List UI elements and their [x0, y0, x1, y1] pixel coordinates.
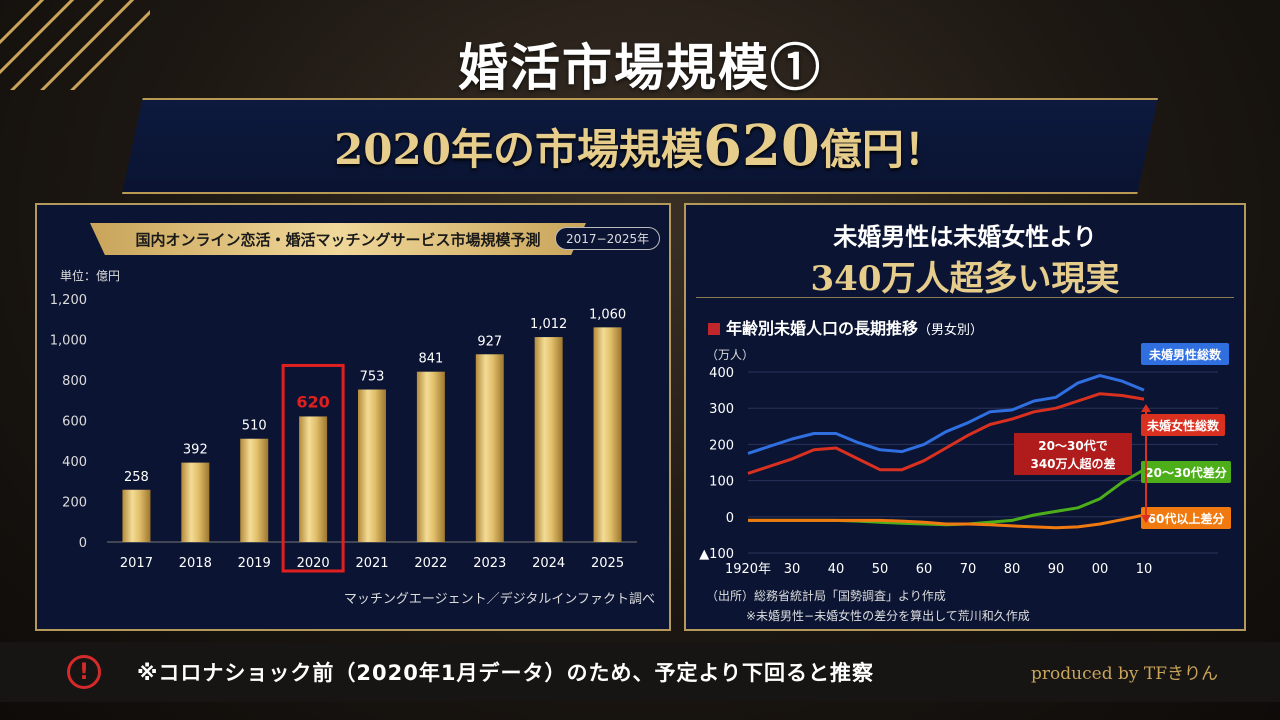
line-chart-title: 年齢別未婚人口の長期推移（男女別）: [708, 315, 983, 339]
x-tick-label: 70: [960, 562, 977, 577]
bar-2018: [181, 462, 210, 542]
bar-value-label: 510: [242, 419, 267, 434]
bottom-note-bar: ! ※コロナショック前（2020年1月データ）のため、予定より下回ると推察 pr…: [0, 642, 1280, 702]
y-tick-label: 1,000: [50, 334, 87, 349]
x-tick-label: 50: [872, 562, 889, 577]
y-tick-label: 800: [62, 374, 87, 389]
x-tick-label: 2024: [532, 556, 565, 571]
annotation-line2: 340万人超の差: [1030, 456, 1115, 471]
covid-note: ※コロナショック前（2020年1月データ）のため、予定より下回ると推察: [137, 661, 875, 685]
x-tick-label: 2021: [355, 556, 388, 571]
series-line-3: [748, 513, 1145, 530]
x-tick-label: 2019: [238, 556, 271, 571]
y-tick-label: ▲100: [699, 547, 734, 562]
unmarried-line-chart: ▲100 0 100 200 300 400 1920年 30 40 50 60 70 80 90 00 10…: [699, 343, 1231, 577]
legend-label: 未婚男性総数: [1148, 347, 1222, 362]
headline-line2: 340万人超多い現実: [810, 259, 1120, 299]
x-tick-label: 90: [1048, 562, 1065, 577]
market-bar-chart: 0 200 400 600 800 1,000 1,200 258 2017 392 2018 510…: [50, 293, 637, 573]
highlight-box: [281, 363, 345, 573]
x-tick-label: 30: [784, 562, 801, 577]
page-title: 婚活市場規模①: [458, 38, 822, 97]
arrow-head-top: [1141, 404, 1151, 412]
series-line-1: [747, 392, 1145, 475]
unmarried-population-panel: 未婚男性は未婚女性より 340万人超多い現実 年齢別未婚人口の長期推移（男女別）…: [684, 203, 1246, 631]
market-size-panel: 国内オンライン恋活・婚活マッチングサービス市場規模予測 2017−2025年 単…: [35, 203, 671, 631]
y-tick-label: 400: [709, 366, 734, 381]
x-tick-label: 2018: [179, 556, 212, 571]
y-tick-label: 1,200: [50, 293, 87, 308]
bar-value-label: 1,060: [589, 307, 626, 322]
legend-box-2: [1141, 461, 1231, 483]
y-tick-label: 300: [709, 402, 734, 417]
banner-year-text: 2020年の市場規模: [334, 124, 703, 174]
source-note-2: ※未婚男性−未婚女性の差分を算出して荒川和久作成: [746, 609, 1030, 623]
credit: produced by TFきりん: [1031, 664, 1218, 684]
legend-box-1: [1141, 414, 1225, 436]
legend-label: 20〜30代差分: [1145, 465, 1226, 480]
banner-value: 620: [702, 113, 820, 179]
bar-2022: [416, 371, 445, 542]
unit-label: （万人）: [706, 348, 755, 362]
series-line-0: [747, 374, 1145, 455]
bar-2017: [122, 489, 151, 542]
x-tick-label: 40: [828, 562, 845, 577]
bar-value-label: 841: [418, 352, 443, 367]
x-tick-label: 2022: [414, 556, 447, 571]
banner-unit: 億円！: [819, 124, 946, 174]
legend-label: 60代以上差分: [1148, 511, 1225, 526]
y-tick-label: 400: [62, 455, 87, 470]
annotation-line1: 20〜30代で: [1038, 438, 1107, 453]
bar-2023: [475, 354, 504, 542]
x-tick-label: 2017: [120, 556, 153, 571]
title-marker-icon: [708, 323, 720, 335]
bar-2020: [299, 416, 328, 542]
x-tick-label: 2023: [473, 556, 506, 571]
legend-box-3: [1141, 507, 1231, 529]
bar-2024: [534, 337, 563, 542]
legend-box-0: [1141, 343, 1229, 365]
headline-banner: 2020年の市場規模 620 億円！: [122, 98, 1158, 194]
y-tick-label: 200: [709, 438, 734, 453]
x-tick-label: 1920年: [725, 562, 771, 577]
bar-value-label: 1,012: [530, 317, 567, 332]
x-tick-label: 00: [1092, 562, 1109, 577]
y-tick-label: 200: [62, 496, 87, 511]
x-tick-label: 2025: [591, 556, 624, 571]
x-tick-label: 60: [916, 562, 933, 577]
source-note-1: （出所）総務省統計局「国勢調査」より作成: [706, 589, 946, 603]
x-tick-label: 80: [1004, 562, 1021, 577]
y-tick-label: 0: [726, 511, 734, 526]
bar-2019: [240, 438, 269, 542]
period-badge: 2017−2025年: [555, 227, 661, 250]
bar-value-label: 927: [477, 334, 502, 349]
arrow-head-bottom: [1141, 515, 1151, 523]
legend-label: 未婚女性総数: [1146, 418, 1220, 433]
warning-icon: !: [67, 655, 101, 689]
unit-label: 単位：億円: [60, 269, 121, 283]
line-chart-title-text: 年齢別未婚人口の長期推移: [726, 319, 919, 338]
y-tick-label: 0: [79, 536, 87, 551]
annotation-box: [1014, 433, 1132, 475]
bar-2021: [358, 389, 386, 542]
bar-2025: [593, 327, 622, 542]
line-chart-title-sub: （男女別）: [918, 323, 984, 338]
y-tick-label: 600: [62, 415, 87, 430]
bar-value-label: 258: [124, 470, 149, 485]
bar-value-label: 753: [360, 370, 385, 385]
x-tick-label: 10: [1136, 562, 1153, 577]
chart-ribbon-title: 国内オンライン恋活・婚活マッチングサービス市場規模予測: [90, 223, 586, 255]
bar-value-label: 392: [183, 443, 208, 458]
y-tick-label: 100: [709, 475, 734, 490]
source-note: マッチングエージェント／デジタルインファクト調べ: [343, 592, 655, 607]
x-tick-label: 2020: [297, 556, 330, 571]
bar-value-label: 620: [296, 392, 329, 411]
divider: [696, 297, 1234, 298]
headline-line1: 未婚男性は未婚女性より: [833, 222, 1097, 251]
